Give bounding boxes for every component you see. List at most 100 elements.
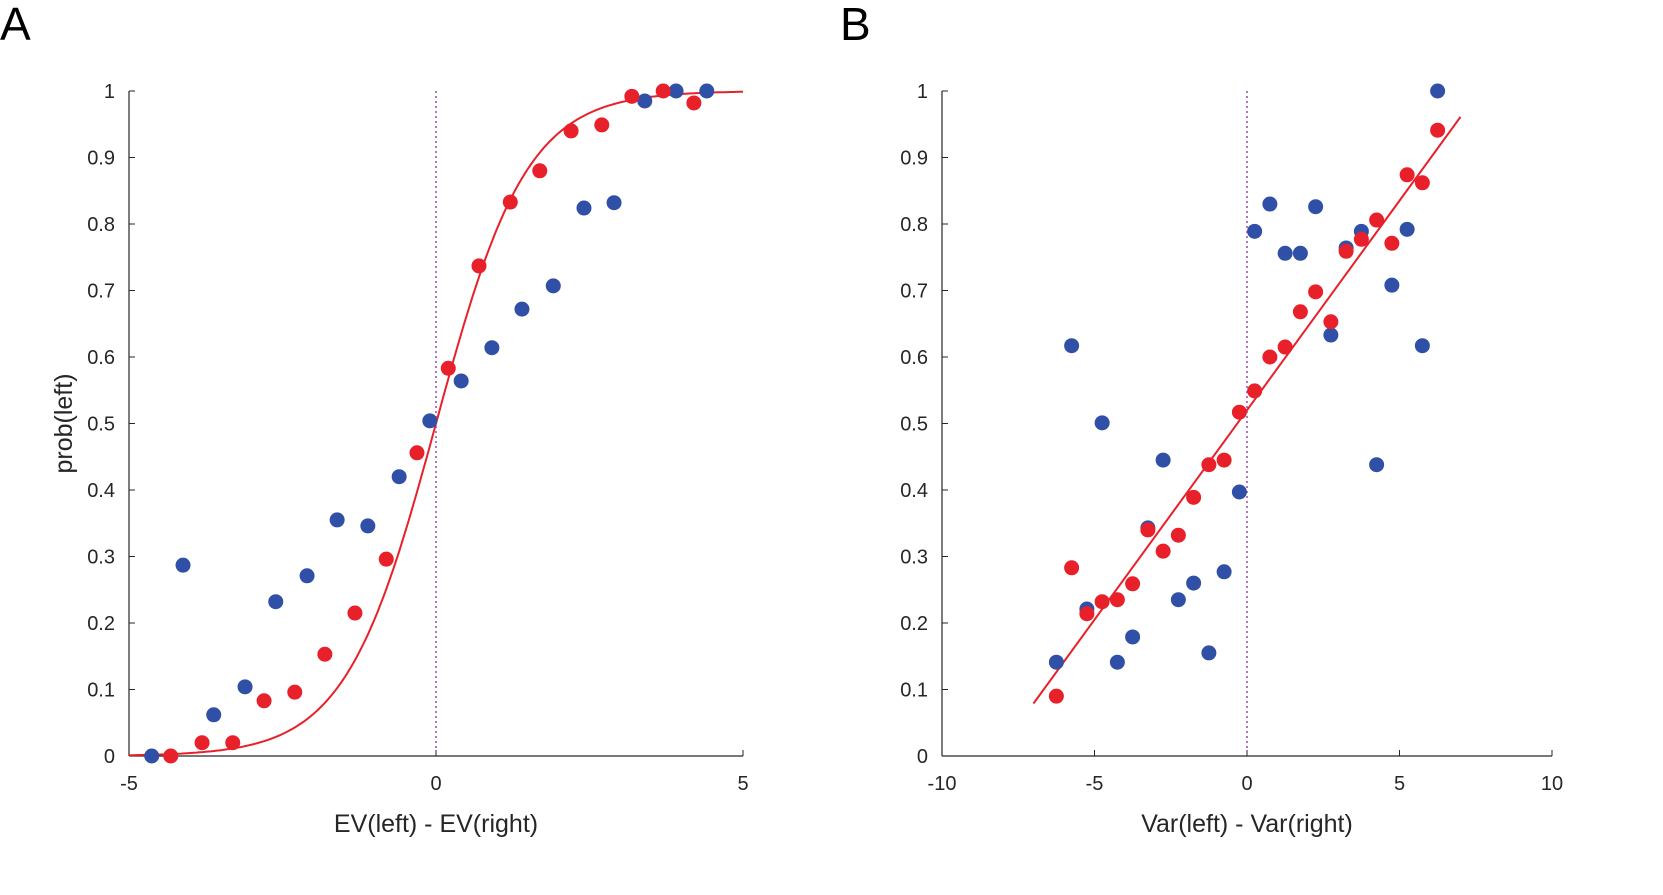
red-data-point (1384, 235, 1400, 251)
blue-data-point (576, 200, 592, 216)
blue-data-point (1384, 277, 1400, 293)
red-data-point (1048, 688, 1064, 704)
y-tick-label: 1 (917, 81, 928, 103)
blue-data-point (1170, 592, 1186, 608)
red-data-point (1292, 304, 1308, 320)
y-tick-label: 0.2 (87, 613, 115, 635)
red-data-point (1247, 383, 1263, 399)
blue-data-point (1430, 83, 1446, 99)
panel-label: A (0, 0, 31, 50)
x-tick-label: 0 (430, 773, 441, 795)
red-data-point (624, 88, 640, 104)
x-tick-label: 5 (737, 773, 748, 795)
blue-data-point (545, 278, 561, 294)
panel-a: A00.10.20.30.40.50.60.70.80.91-5 0 5EV(lef… (0, 0, 749, 838)
y-tick-label: 0.1 (900, 680, 928, 702)
red-data-point (1414, 175, 1430, 191)
y-tick-label: 0.3 (87, 547, 115, 569)
y-tick-label: 0.8 (900, 214, 928, 236)
red-data-point (409, 445, 425, 461)
y-tick-label: 0.3 (900, 547, 928, 569)
red-data-point (563, 123, 579, 139)
y-tick-label: 0.2 (900, 613, 928, 635)
y-tick-label: 0.5 (900, 414, 928, 436)
red-data-point (256, 693, 272, 709)
blue-data-point (1048, 654, 1064, 670)
blue-data-point (1155, 452, 1171, 468)
y-tick-label: 0.9 (900, 148, 928, 170)
red-data-point (686, 95, 702, 111)
red-data-point (440, 360, 456, 376)
blue-data-point (1216, 564, 1232, 580)
red-data-point (1262, 349, 1278, 365)
blue-data-point (1201, 645, 1217, 661)
blue-data-point (144, 748, 160, 764)
x-tick-label: 10 (1541, 773, 1563, 795)
y-axis-label: prob(left) (50, 373, 78, 473)
red-data-point (1079, 606, 1095, 622)
red-data-point (225, 735, 241, 751)
blue-data-point (453, 373, 469, 389)
panel-label: B (840, 0, 871, 50)
red-data-point (471, 258, 487, 274)
red-data-point (1369, 212, 1385, 228)
x-tick-label: -10 (928, 773, 957, 795)
red-data-point (1277, 339, 1293, 355)
blue-data-point (1262, 196, 1278, 212)
blue-data-point (514, 301, 530, 317)
y-tick-label: 0.4 (900, 480, 928, 502)
y-tick-label: 0.7 (900, 281, 928, 303)
blue-data-point (1308, 199, 1324, 215)
blue-data-point (268, 594, 284, 610)
red-data-point (1430, 122, 1446, 138)
blue-data-point (391, 469, 407, 485)
y-tick-label: 0 (917, 746, 928, 768)
red-data-point (163, 748, 179, 764)
blue-data-point (699, 83, 715, 99)
red-data-point (287, 684, 303, 700)
red-data-point (317, 646, 333, 662)
blue-data-point (484, 340, 500, 356)
red-data-point (1353, 231, 1369, 247)
red-data-point (1064, 560, 1080, 576)
red-data-point (1094, 594, 1110, 610)
y-tick-label: 0 (104, 746, 115, 768)
fit-line (1032, 116, 1462, 705)
blue-data-point (1064, 338, 1080, 354)
x-tick-label: -5 (1086, 773, 1104, 795)
y-tick-label: 0.5 (87, 414, 115, 436)
blue-data-point (1277, 245, 1293, 261)
y-tick-label: 0.6 (900, 347, 928, 369)
red-data-point (502, 194, 518, 210)
blue-data-point (175, 557, 191, 573)
red-data-point (378, 551, 394, 567)
blue-data-point (1109, 654, 1125, 670)
blue-data-point (1231, 484, 1247, 500)
red-data-point (1216, 452, 1232, 468)
blue-data-point (206, 707, 222, 723)
blue-data-point (422, 413, 438, 429)
blue-data-point (1414, 338, 1430, 354)
y-tick-label: 0.4 (87, 480, 115, 502)
blue-data-point (1292, 245, 1308, 261)
red-data-point (1140, 522, 1156, 538)
red-data-point (594, 117, 610, 133)
red-data-point (1186, 489, 1202, 505)
blue-data-point (1399, 221, 1415, 237)
blue-data-point (1369, 457, 1385, 473)
blue-data-point (1186, 575, 1202, 591)
blue-data-point (299, 568, 315, 584)
x-tick-label: -5 (120, 773, 138, 795)
blue-data-point (606, 195, 622, 211)
y-tick-label: 0.6 (87, 347, 115, 369)
red-data-point (1170, 527, 1186, 543)
red-data-point (1308, 284, 1324, 300)
y-tick-label: 0.7 (87, 281, 115, 303)
blue-data-point (1247, 223, 1263, 239)
red-data-point (655, 83, 671, 99)
red-data-point (532, 163, 548, 179)
red-data-point (1155, 543, 1171, 559)
y-tick-label: 0.8 (87, 214, 115, 236)
red-data-point (1231, 404, 1247, 420)
